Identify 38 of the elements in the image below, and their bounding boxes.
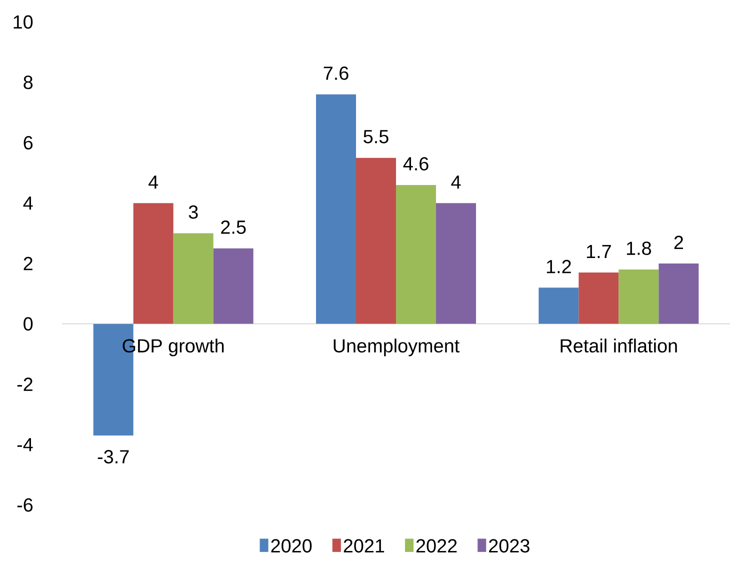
data-label: 5.5 — [364, 130, 388, 144]
y-tick-label: 8 — [24, 76, 33, 90]
legend-label: 2021 — [344, 539, 384, 553]
data-label: 1.7 — [586, 245, 611, 258]
x-tick-label: Retail inflation — [560, 338, 677, 353]
legend-label: 2023 — [489, 539, 530, 553]
data-label: 4.6 — [403, 157, 428, 170]
y-tick-label: 10 — [14, 15, 33, 29]
data-label: 7.6 — [324, 66, 348, 80]
y-tick-label: -6 — [17, 498, 33, 512]
bar — [213, 248, 254, 324]
data-label: 1.2 — [546, 260, 571, 274]
data-label: 1.8 — [626, 242, 652, 256]
data-label: 2 — [674, 236, 683, 249]
bar — [658, 263, 699, 324]
y-tick-label: 6 — [24, 136, 33, 150]
legend-label: 2022 — [416, 539, 457, 553]
bar — [173, 233, 214, 324]
bar — [618, 270, 659, 324]
y-tick-label: -2 — [17, 378, 32, 391]
data-label: 2.5 — [221, 220, 246, 234]
bar — [356, 158, 396, 324]
bar — [133, 203, 174, 324]
data-label: -3.7 — [98, 450, 129, 464]
data-label: 4 — [451, 176, 461, 189]
bar — [538, 288, 579, 324]
bar — [578, 272, 619, 324]
y-tick-label: 0 — [24, 317, 33, 331]
data-label: 4 — [148, 176, 158, 189]
y-tick-label: 4 — [23, 196, 33, 210]
data-label: 3 — [188, 205, 198, 219]
y-tick-label: 2 — [24, 256, 32, 270]
legend-label: 2020 — [271, 539, 312, 553]
bar — [436, 203, 476, 324]
bar — [396, 185, 436, 324]
bar — [316, 94, 356, 324]
y-tick-label: -4 — [17, 438, 33, 452]
x-tick-label: Unemployment — [334, 338, 460, 356]
